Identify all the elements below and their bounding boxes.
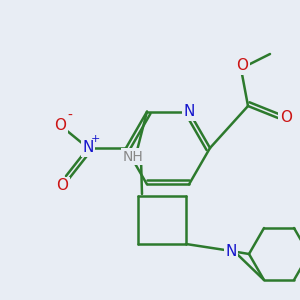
Text: +: + — [90, 134, 100, 144]
Text: O: O — [54, 118, 66, 134]
Text: -: - — [68, 109, 72, 123]
Text: NH: NH — [123, 150, 143, 164]
Text: N: N — [82, 140, 94, 155]
Text: O: O — [236, 58, 248, 74]
Text: N: N — [183, 104, 195, 119]
Text: N: N — [225, 244, 237, 260]
Text: O: O — [56, 178, 68, 194]
Text: O: O — [280, 110, 292, 125]
